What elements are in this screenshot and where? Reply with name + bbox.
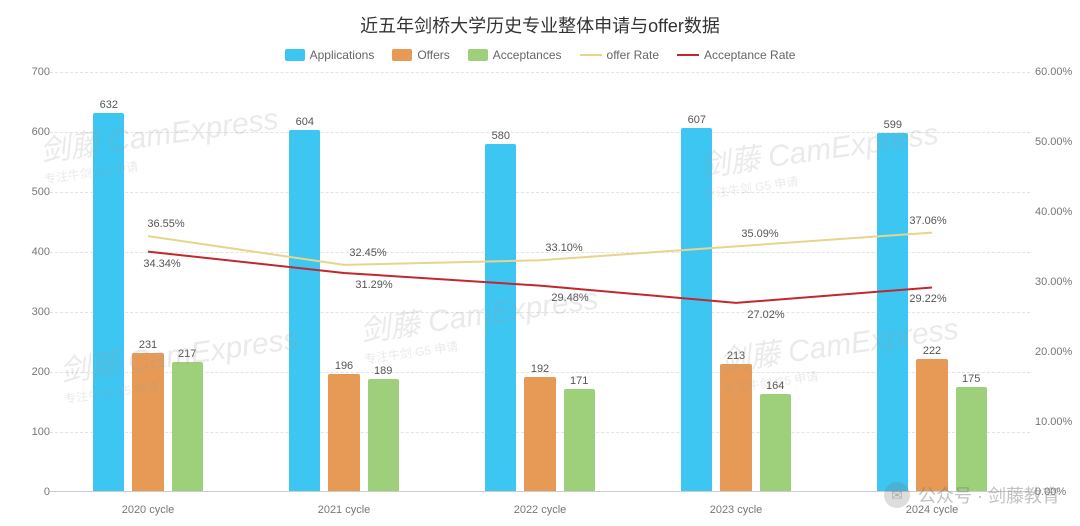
- bar-label-acceptances: 171: [570, 375, 588, 387]
- line-label-offer-rate: 36.55%: [147, 218, 184, 230]
- bar-label-offers: 196: [335, 360, 353, 372]
- legend-swatch-applications: [285, 49, 305, 61]
- y-left-tick: 700: [5, 66, 50, 78]
- bar-label-acceptances: 164: [766, 380, 784, 392]
- bar-label-applications: 632: [100, 99, 118, 111]
- line-label-acceptance-rate: 34.34%: [143, 258, 180, 270]
- legend-swatch-offer-rate: [580, 54, 602, 56]
- x-category-label: 2023 cycle: [638, 504, 834, 516]
- x-category-label: 2024 cycle: [834, 504, 1030, 516]
- legend-label-offer-rate: offer Rate: [607, 48, 659, 62]
- line-label-offer-rate: 32.45%: [349, 247, 386, 259]
- y-right-tick: 40.00%: [1035, 206, 1080, 218]
- bar-label-applications: 599: [884, 119, 902, 131]
- y-right-tick: 60.00%: [1035, 66, 1080, 78]
- y-axis-right: 0.00%10.00%20.00%30.00%40.00%50.00%60.00…: [1035, 72, 1080, 492]
- legend-swatch-acceptance-rate: [677, 54, 699, 56]
- bar-label-acceptances: 175: [962, 373, 980, 385]
- bar-label-offers: 231: [139, 339, 157, 351]
- y-left-tick: 200: [5, 366, 50, 378]
- legend-swatch-offers: [392, 49, 412, 61]
- legend-swatch-acceptances: [468, 49, 488, 61]
- x-category-label: 2022 cycle: [442, 504, 638, 516]
- x-category-label: 2021 cycle: [246, 504, 442, 516]
- line-label-offer-rate: 33.10%: [545, 242, 582, 254]
- line-label-offer-rate: 37.06%: [909, 215, 946, 227]
- legend-acceptances: Acceptances: [468, 48, 562, 62]
- bar-label-offers: 222: [923, 345, 941, 357]
- line-label-acceptance-rate: 27.02%: [747, 309, 784, 321]
- legend: Applications Offers Acceptances offer Ra…: [0, 48, 1080, 62]
- legend-offer-rate: offer Rate: [580, 48, 659, 62]
- y-right-tick: 30.00%: [1035, 276, 1080, 288]
- legend-label-offers: Offers: [417, 48, 449, 62]
- legend-label-acceptances: Acceptances: [493, 48, 562, 62]
- chart-title: 近五年剑桥大学历史专业整体申请与offer数据: [0, 0, 1080, 38]
- line-label-acceptance-rate: 29.48%: [551, 292, 588, 304]
- y-left-tick: 400: [5, 246, 50, 258]
- y-left-tick: 100: [5, 426, 50, 438]
- x-category-label: 2020 cycle: [50, 504, 246, 516]
- bar-label-acceptances: 189: [374, 365, 392, 377]
- y-right-tick: 50.00%: [1035, 136, 1080, 148]
- legend-offers: Offers: [392, 48, 449, 62]
- legend-label-acceptance-rate: Acceptance Rate: [704, 48, 795, 62]
- line-label-acceptance-rate: 29.22%: [909, 293, 946, 305]
- bar-label-applications: 607: [688, 114, 706, 126]
- bar-label-offers: 192: [531, 363, 549, 375]
- y-right-tick: 20.00%: [1035, 346, 1080, 358]
- plot-area: 0100200300400500600700 0.00%10.00%20.00%…: [50, 72, 1030, 492]
- bar-label-acceptances: 217: [178, 348, 196, 360]
- labels-layer: 632 231 217 604 196 189 580 192 171 607 213 164 599 2…: [50, 72, 1030, 492]
- line-label-acceptance-rate: 31.29%: [355, 279, 392, 291]
- legend-acceptance-rate: Acceptance Rate: [677, 48, 795, 62]
- y-right-tick: 0.00%: [1035, 486, 1080, 498]
- bar-label-applications: 580: [492, 130, 510, 142]
- x-baseline: [50, 491, 1030, 492]
- y-left-tick: 0: [5, 486, 50, 498]
- legend-applications: Applications: [285, 48, 375, 62]
- y-axis-left: 0100200300400500600700: [5, 72, 50, 492]
- bar-label-applications: 604: [296, 116, 314, 128]
- line-label-offer-rate: 35.09%: [741, 228, 778, 240]
- y-left-tick: 500: [5, 186, 50, 198]
- y-right-tick: 10.00%: [1035, 416, 1080, 428]
- y-left-tick: 600: [5, 126, 50, 138]
- bar-label-offers: 213: [727, 350, 745, 362]
- x-axis: 2020 cycle2021 cycle2022 cycle2023 cycle…: [50, 504, 1030, 516]
- legend-label-applications: Applications: [310, 48, 375, 62]
- y-left-tick: 300: [5, 306, 50, 318]
